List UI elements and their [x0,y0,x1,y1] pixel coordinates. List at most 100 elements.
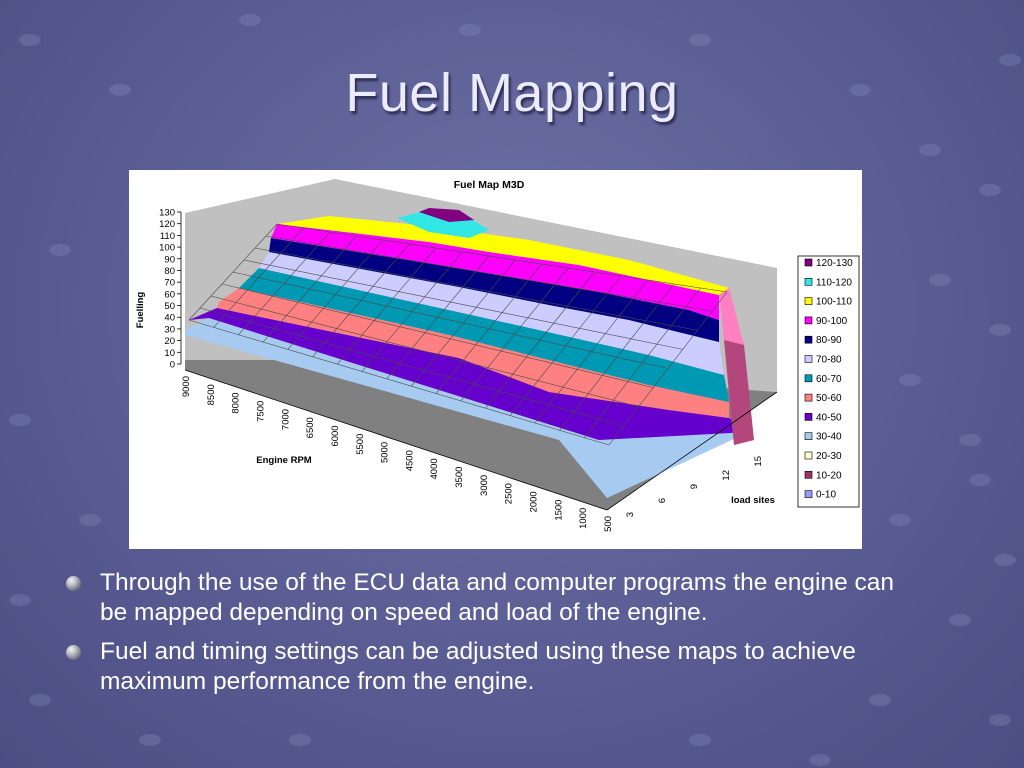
chart-legend: 120-130 110-120 100-110 90-100 80-90 70-80 60-… [797,255,860,508]
rpm-tick-label: 8000 [231,392,242,413]
legend-swatch [804,470,813,479]
background-dot [959,434,981,446]
background-dot [899,374,921,386]
background-dot [459,24,481,36]
legend-swatch [804,393,813,402]
load-tick-label: 9 [689,484,700,489]
legend-swatch [804,355,813,363]
background-dot [809,754,831,766]
legend-swatch [804,490,813,498]
band-100-110 [277,216,729,295]
legend-label: 90-100 [816,316,848,327]
background-dot [949,614,971,626]
background-dot [849,84,871,96]
z-axis-label: Fuelling [135,292,146,329]
legend-label: 20-30 [816,451,842,462]
rpm-tick-label: 2000 [529,491,540,512]
bullet-text: Fuel and timing settings can be adjusted… [100,638,856,695]
legend-swatch [804,432,813,441]
legend-label: 50-60 [816,393,842,404]
background-dot [109,84,131,96]
background-dot [994,554,1016,566]
z-tick-label: 70 [164,278,175,289]
load-axis-label: load sites [731,495,775,506]
z-tick-label: 100 [159,243,175,254]
legend-swatch [804,335,813,344]
slide-title: Fuel Mapping [345,63,679,123]
legend-swatch [804,374,813,383]
background-dot [49,244,71,256]
legend-label: 70-80 [816,355,842,366]
legend-swatch [804,258,813,267]
load-tick-label: 15 [753,456,764,467]
legend-label: 30-40 [816,432,842,443]
z-tick-label: 20 [164,336,175,347]
rpm-tick-label: 7000 [280,409,291,430]
legend-label: 110-120 [816,277,852,288]
band-70-80 [259,252,724,375]
z-tick-label: 130 [159,208,175,219]
background-dot [979,184,1001,196]
legend-label: 10-20 [816,470,842,481]
z-tick-label: 80 [164,266,175,277]
sphere-bullet-icon [66,576,81,591]
z-tick-label: 10 [164,348,175,359]
sphere-bullet-icon [66,645,81,660]
background-dot [989,324,1011,336]
background-dot [289,734,311,746]
rpm-tick-label: 4000 [429,458,440,479]
surface-bands [185,208,754,498]
load-tick-label: 12 [721,470,732,481]
legend-label: 0-10 [816,490,836,501]
load-tick-label: 3 [625,512,636,517]
background-dot [869,694,891,706]
background-dot [79,514,101,526]
fuel-map-chart: 0 10 20 30 40 50 60 70 80 90 100 110 120 130 9000 8500… [129,170,862,549]
z-tick-label: 30 [164,324,175,335]
surface-grid [188,223,728,446]
background-dot [19,34,41,46]
background-dot [139,734,161,746]
rpm-tick-label: 5500 [355,434,366,455]
rpm-tick-label: 6500 [305,417,316,438]
rpm-tick-label: 3500 [454,467,465,488]
background-dot [29,694,51,706]
legend-swatch [804,297,813,305]
z-tick-label: 0 [170,360,175,371]
bullet-text: Through the use of the ECU data and comp… [100,569,895,626]
band-120-130 [419,208,474,222]
band-40-50 [189,308,749,440]
legend-label: 100-110 [816,297,852,308]
background-dot [999,54,1021,66]
z-tick-label: 60 [164,289,175,300]
rpm-tick-label: 9000 [181,376,192,397]
background-dot [889,514,911,526]
background-dot [239,14,261,26]
background-dot [929,274,951,286]
legend-swatch [804,316,813,325]
background-dot [689,34,711,46]
legend-label: 60-70 [816,374,842,385]
rpm-tick-label: 5000 [380,442,391,463]
load-axis: 3 6 9 12 15 [606,391,778,517]
z-tick-label: 110 [160,231,175,242]
chart-title: Fuel Map M3D [454,179,525,191]
z-tick-label: 50 [164,301,175,312]
rpm-tick-label: 500 [603,516,614,532]
bullet-item: Through the use of the ECU data and comp… [64,568,894,628]
z-tick-label: 40 [164,313,175,324]
bullet-list: Through the use of the ECU data and comp… [64,568,894,706]
rpm-axis-label: Engine RPM [256,455,312,466]
z-tick-label: 120 [159,219,175,230]
rpm-tick-label: 1000 [578,508,589,529]
band-90-100 [271,224,719,320]
legend-swatch [804,278,813,286]
load-tick-label: 6 [657,498,668,503]
legend-label: 40-50 [816,412,842,423]
rpm-tick-label: 3000 [479,475,490,496]
rpm-tick-label: 4500 [404,450,415,471]
background-dot [9,414,31,426]
